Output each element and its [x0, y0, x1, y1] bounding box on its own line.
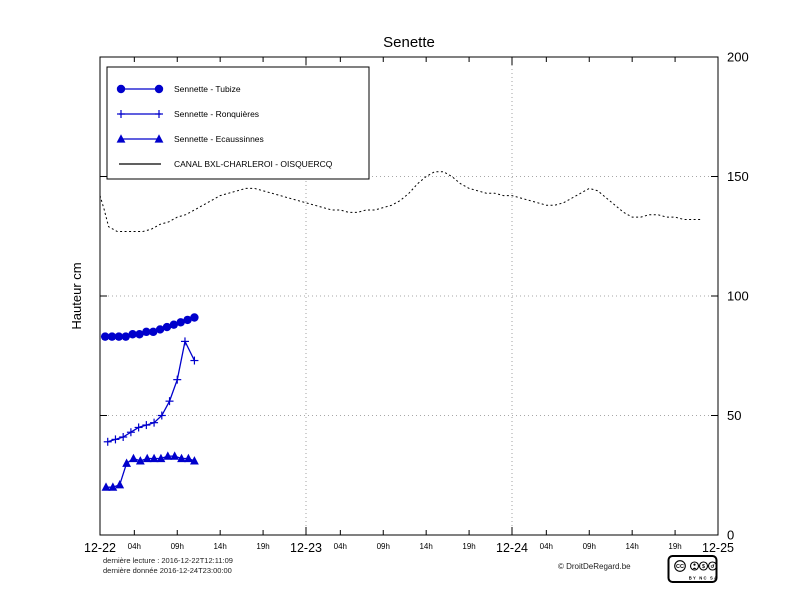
legend-label-ronquieres: Sennette - Ronquières	[174, 109, 259, 119]
x-day-label: 12-22	[84, 541, 116, 555]
legend: Sennette - Tubize Sennette - Ronquières Se…	[106, 66, 370, 180]
x-hour-label: 19h	[256, 542, 269, 551]
cc-by-icon	[689, 561, 700, 571]
x-hour-label: 04h	[540, 542, 553, 551]
y-tick-label: 150	[727, 169, 749, 184]
axis-ticks: 0 50 100 150 200 12-22 12-23 12-24 12-25 04h 09h 14…	[84, 50, 749, 556]
x-hour-label: 04h	[334, 542, 347, 551]
last-reading-text: dernière lecture : 2016-12-22T12:11:09	[103, 556, 233, 565]
x-hour-label: 14h	[419, 542, 432, 551]
y-axis-label: Hauteur cm	[69, 262, 84, 329]
cc-license-badge[interactable]: CC $ ↺ BY NC SA	[667, 555, 719, 583]
x-hour-label: 19h	[668, 542, 681, 551]
series-tubize	[100, 313, 199, 341]
chart-title: Senette	[383, 34, 435, 51]
cc-nc-icon: $	[698, 561, 709, 571]
series-ecaussinnes	[101, 451, 199, 491]
x-day-label: 12-24	[496, 541, 528, 555]
last-data-text: dernière donnée 2016-12-24T23:00:00	[103, 566, 232, 575]
x-hour-label: 19h	[462, 542, 475, 551]
cc-logo-icon: CC	[676, 564, 684, 570]
legend-label-canal: CANAL BXL-CHARLEROI - OISQUERCQ	[174, 159, 333, 169]
y-tick-label: 100	[727, 289, 749, 304]
legend-entry-tubize: Sennette - Tubize	[116, 84, 241, 94]
x-hour-label: 09h	[583, 542, 596, 551]
series-ronquieres	[103, 337, 199, 446]
legend-entry-ecaussinnes: Sennette - Ecaussinnes	[116, 134, 264, 144]
y-tick-label: 0	[727, 528, 734, 543]
legend-label-ecaussinnes: Sennette - Ecaussinnes	[174, 134, 264, 144]
x-hour-label: 14h	[213, 542, 226, 551]
x-hour-label: 09h	[377, 542, 390, 551]
x-hour-label: 04h	[128, 542, 141, 551]
grid-lines	[100, 57, 718, 535]
legend-entry-ronquieres: Sennette - Ronquières	[117, 109, 259, 119]
cc-sa-icon: ↺	[707, 561, 718, 571]
copyright-text: © DroitDeRegard.be	[558, 562, 631, 571]
svg-text:↺: ↺	[710, 564, 714, 570]
y-tick-label: 200	[727, 50, 749, 65]
legend-label-tubize: Sennette - Tubize	[174, 84, 241, 94]
x-day-label: 12-25	[702, 541, 734, 555]
plot-area: 0 50 100 150 200 12-22 12-23 12-24 12-25 04h 09h 14…	[84, 50, 749, 556]
svg-text:$: $	[702, 564, 705, 570]
x-hour-label: 14h	[625, 542, 638, 551]
cc-logo-ring	[674, 560, 686, 572]
x-day-label: 12-23	[290, 541, 322, 555]
legend-entry-canal: CANAL BXL-CHARLEROI - OISQUERCQ	[119, 159, 333, 169]
y-tick-label: 50	[727, 408, 741, 423]
x-hour-label: 09h	[171, 542, 184, 551]
series-canal	[99, 171, 701, 232]
cc-license-letters: BY NC SA	[689, 576, 719, 581]
